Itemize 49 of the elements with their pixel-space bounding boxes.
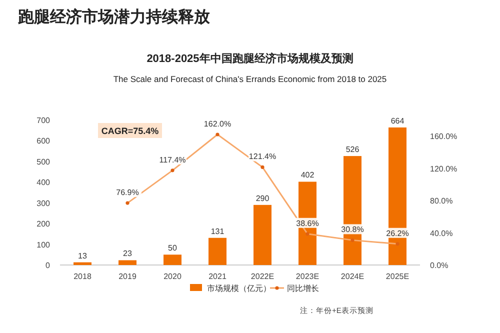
bar [388,127,406,265]
legend-label: 同比增长 [287,284,319,293]
data-label: 526 [346,145,360,154]
y-tick-label: 500 [36,157,51,166]
data-label: 121.4% [248,152,276,162]
data-label: 26.2% [386,228,409,238]
x-tick-label: 2020 [164,272,182,281]
data-label: 664 [390,116,405,126]
data-label: 38.6% [296,218,319,228]
legend-label: 市场规模（亿元） [207,284,271,293]
text: 跑腿经济市场潜力持续释放 [17,8,211,26]
bar [254,204,272,265]
x-tick-label: 2025E [386,272,410,281]
x-tick-label: 2024E [340,272,364,281]
x-tick-label: 2021 [208,272,227,281]
bar [344,156,362,265]
x-tick-label: 2018 [74,272,92,281]
y2-tick-label: 0.0% [430,261,448,270]
y-tick-label: 400 [36,178,51,188]
data-label: 117.4% [159,155,186,164]
x-tick-label: 2022E [250,272,274,281]
y2-tick-label: 40.0% [430,228,453,238]
chart-subtitle: The Scale and Forecast of China's Errands Economic from 2018 to 2025 [113,74,387,84]
data-label: 76.9% [116,188,139,198]
x-tick-label: 2023E [296,272,320,281]
data-label: 13 [78,251,88,260]
data-label: 290 [256,194,270,203]
bar [74,262,92,265]
y-tick-label: 0 [46,261,51,270]
y-tick-label: 200 [36,220,51,229]
y-tick-label: 700 [36,116,51,125]
bar [164,254,182,265]
y-tick-label: 300 [36,198,51,208]
y2-tick-label: 160.0% [430,132,458,142]
bar [208,238,226,265]
data-label: 402 [300,170,315,180]
data-label: 23 [123,249,132,258]
annotation: CAGR=75.4% [101,126,159,136]
data-label: 30.8% [341,225,364,234]
bar [118,260,136,265]
chart-title: 2018-2025年中国跑腿经济市场规模及预测 [146,52,354,65]
x-tick-label: 2019 [118,272,137,281]
y2-tick-label: 80.0% [430,196,453,206]
y-tick-label: 100 [36,240,51,250]
y-tick-label: 600 [36,136,51,146]
data-label: 50 [168,244,178,253]
data-label: 162.0% [204,120,232,128]
y2-tick-label: 120.0% [430,164,458,174]
data-label: 131 [210,226,225,236]
